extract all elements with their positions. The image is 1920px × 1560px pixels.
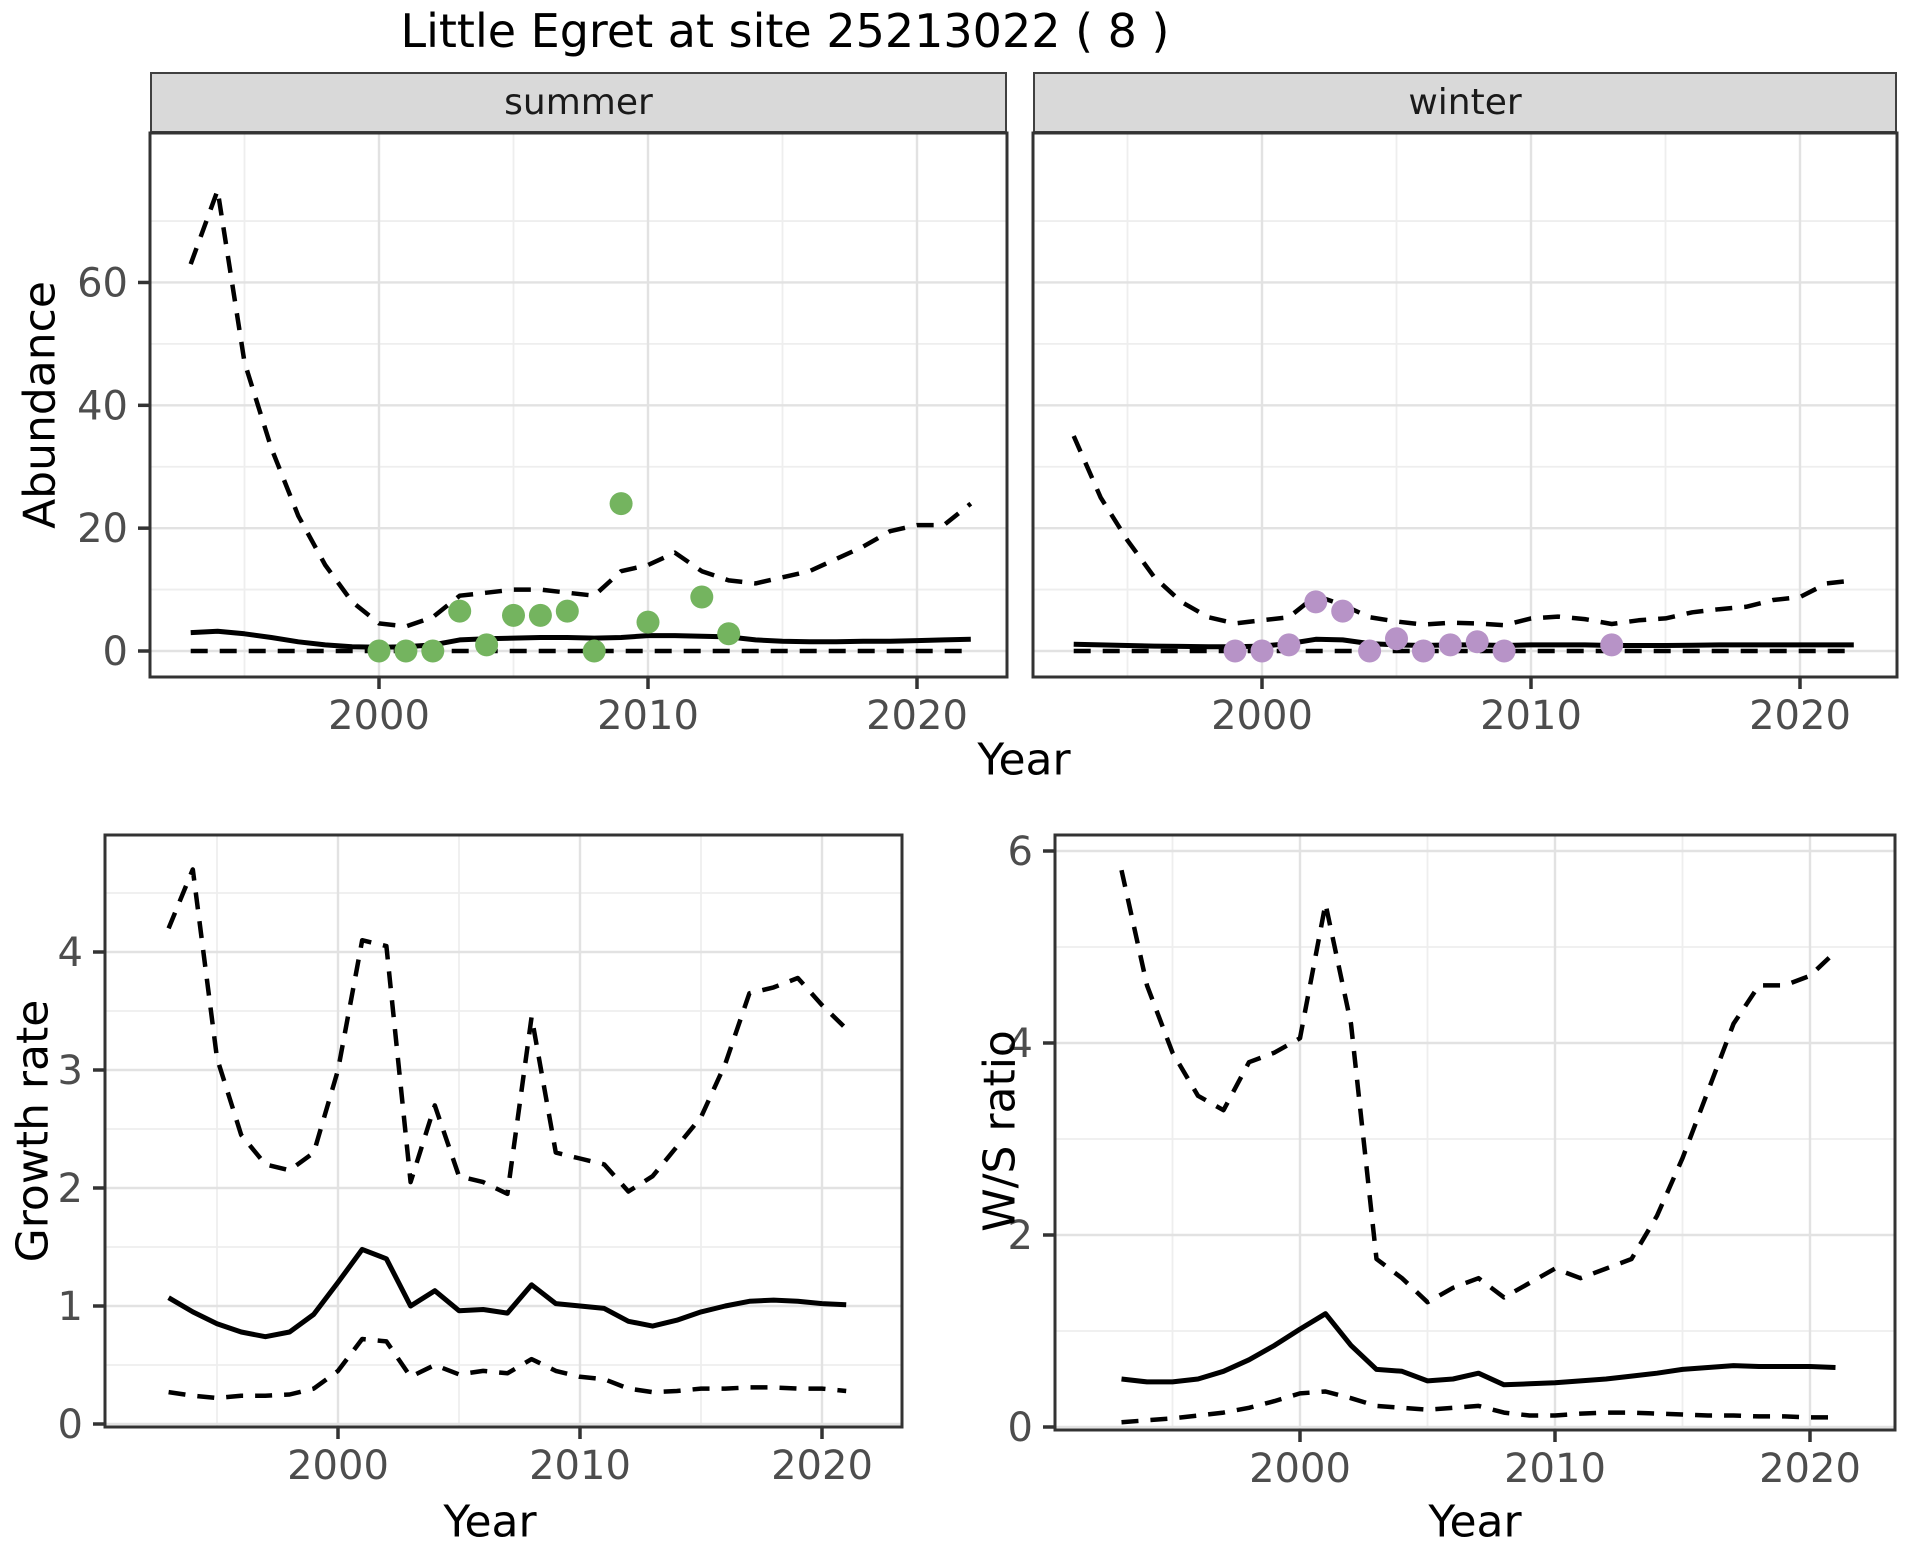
panel-growth_rate: 2000 2010 2020 0 1 2 3 4 — [58, 833, 904, 1489]
data-point — [1331, 599, 1355, 623]
y-tick-label: 20 — [77, 506, 128, 552]
facet-strip-winter: winter — [1033, 72, 1897, 133]
data-point — [448, 599, 472, 623]
x-tick-label: 2020 — [1759, 1446, 1861, 1492]
x-tick-label: 2020 — [866, 693, 968, 739]
facet-strip-summer-label: summer — [504, 82, 653, 123]
data-point — [555, 599, 579, 623]
data-point — [717, 622, 741, 646]
x-tick-label: 2020 — [1749, 693, 1851, 739]
data-point — [1600, 633, 1624, 657]
data-point — [1250, 639, 1274, 663]
x-tick-label: 2010 — [1504, 1446, 1606, 1492]
y-tick-label: 2 — [1008, 1213, 1033, 1259]
data-point — [367, 639, 391, 663]
x-tick-label: 2000 — [1211, 693, 1313, 739]
data-point — [1465, 630, 1489, 654]
x-tick-label: 2010 — [1480, 693, 1582, 739]
y-tick-label: 1 — [58, 1284, 83, 1330]
panel-border — [1053, 833, 1897, 1432]
figure-title: Little Egret at site 25213022 ( 8 ) — [400, 4, 1170, 58]
data-point — [1385, 627, 1408, 651]
data-point — [582, 639, 606, 663]
y-tick-label: 0 — [103, 629, 128, 675]
y-tick-label: 3 — [58, 1048, 83, 1094]
y-tick-label: 2 — [58, 1166, 83, 1212]
fitted-line — [1121, 1311, 1836, 1388]
y-tick-label: 40 — [77, 383, 128, 429]
y-axis-title-abundance: Abundance — [14, 281, 66, 529]
upper_ci-line — [1119, 869, 1838, 1305]
panel-border — [1031, 131, 1899, 679]
panel-ws_ratio: 2000 2010 2020 0 2 4 6 — [1008, 829, 1897, 1492]
data-point — [1304, 590, 1328, 614]
lower_ci-line — [168, 1336, 847, 1401]
x-tick-label: 2010 — [597, 693, 699, 739]
upper_ci-line — [188, 188, 973, 629]
fitted-line — [1073, 636, 1854, 650]
y-tick-label: 4 — [58, 930, 83, 976]
data-point — [636, 610, 660, 634]
x-axis-title-year-bottom-right: Year — [1428, 1496, 1522, 1548]
x-tick-label: 2000 — [287, 1443, 389, 1489]
data-point — [394, 639, 418, 663]
data-point — [475, 633, 499, 657]
lower_ci-line — [1121, 1389, 1836, 1425]
upper_ci-line — [1071, 435, 1855, 628]
facet-strip-summer: summer — [150, 72, 1007, 133]
x-axis-title-year-top: Year — [977, 734, 1071, 786]
fitted-line — [190, 628, 971, 650]
data-point — [609, 492, 633, 516]
data-point — [1438, 633, 1462, 657]
x-tick-label: 2000 — [328, 693, 430, 739]
data-point — [1411, 639, 1435, 663]
data-point — [502, 603, 525, 627]
y-tick-label: 4 — [1008, 1021, 1033, 1067]
y-tick-label: 0 — [1008, 1405, 1033, 1451]
panel-abundance_winter: 2000 2010 2020 — [1031, 131, 1899, 739]
y-axis-title-growth-rate: Growth rate — [7, 999, 59, 1263]
y-tick-label: 0 — [58, 1402, 83, 1448]
data-point — [1223, 639, 1247, 663]
facet-strip-winter-label: winter — [1408, 82, 1522, 123]
data-point — [690, 585, 714, 609]
data-point — [421, 639, 445, 663]
data-point — [1277, 633, 1301, 657]
data-point — [528, 603, 552, 627]
data-point — [1492, 639, 1516, 663]
fitted-line — [167, 1246, 847, 1340]
y-tick-label: 6 — [1008, 829, 1033, 875]
data-point — [1358, 639, 1382, 663]
panel-border — [103, 833, 904, 1429]
y-axis-title-ws-ratio: W/S ratio — [974, 1030, 1026, 1232]
x-tick-label: 2010 — [529, 1443, 631, 1489]
panel-abundance_summer: 2000 2010 2020 0 20 40 60 — [77, 131, 1009, 739]
x-axis-title-year-bottom-left: Year — [443, 1496, 537, 1548]
upper_ci-line — [166, 867, 848, 1197]
y-tick-label: 60 — [77, 260, 128, 306]
x-tick-label: 2020 — [771, 1443, 873, 1489]
x-tick-label: 2000 — [1249, 1446, 1351, 1492]
